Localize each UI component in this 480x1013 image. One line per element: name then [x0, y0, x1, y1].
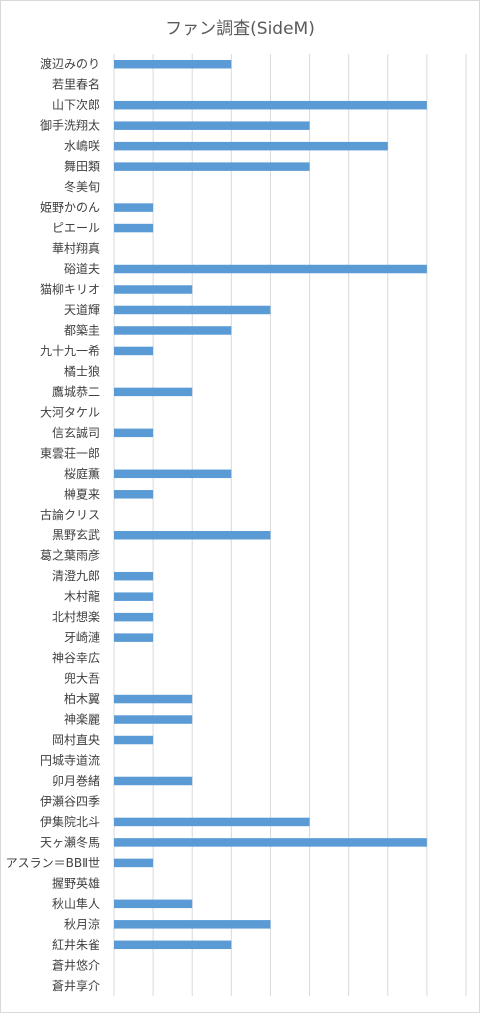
- bar-27: [114, 612, 154, 622]
- gridlines: [113, 54, 467, 996]
- category-label-37: 伊集院北斗: [40, 814, 100, 829]
- bar-0: [114, 59, 232, 69]
- category-label-31: 柏木翼: [64, 691, 100, 706]
- bar-3: [114, 121, 310, 130]
- category-label-1: 若里春名: [52, 77, 100, 92]
- category-label-18: 信玄誠司: [52, 425, 100, 440]
- category-label-40: 握野英雄: [52, 875, 100, 890]
- category-label-0: 渡辺みのり: [40, 56, 100, 71]
- category-label-27: 北村想楽: [52, 609, 100, 624]
- category-label-45: 蒼井享介: [52, 978, 100, 993]
- category-label-6: 冬美旬: [64, 179, 100, 194]
- category-label-9: 華村翔真: [52, 242, 100, 256]
- bar-18: [114, 428, 154, 438]
- bar-25: [114, 571, 154, 581]
- category-label-22: 古論クリス: [40, 507, 100, 522]
- bar-42: [114, 920, 271, 929]
- category-label-5: 舞田類: [64, 160, 100, 174]
- bar-4: [114, 141, 388, 151]
- category-label-3: 御手洗翔太: [40, 118, 100, 133]
- bar-series: [114, 59, 427, 950]
- chart-title: ファン調査(SideM): [165, 19, 315, 39]
- category-label-39: アスラン＝BBⅡ世: [6, 856, 100, 870]
- category-label-38: 天ヶ瀬冬馬: [40, 834, 100, 849]
- category-label-32: 神楽麗: [64, 713, 100, 727]
- bar-35: [114, 776, 193, 786]
- bar-31: [114, 694, 193, 704]
- bar-32: [114, 715, 193, 724]
- category-label-36: 伊瀬谷四季: [40, 794, 100, 808]
- bar-39: [114, 858, 154, 868]
- category-label-14: 九十九一希: [40, 343, 100, 358]
- bar-14: [114, 346, 154, 356]
- bar-2: [114, 100, 427, 110]
- category-label-25: 清澄九郎: [52, 568, 100, 583]
- bar-8: [114, 223, 154, 233]
- category-label-42: 秋月涼: [64, 916, 100, 931]
- category-label-28: 牙崎漣: [64, 631, 100, 645]
- category-label-13: 都築圭: [64, 322, 100, 337]
- category-label-43: 紅井朱雀: [52, 938, 100, 952]
- category-label-8: ピエール: [52, 221, 100, 235]
- category-label-41: 秋山隼人: [52, 896, 100, 911]
- category-label-20: 桜庭薫: [64, 466, 100, 481]
- bar-16: [114, 387, 193, 397]
- bar-37: [114, 817, 310, 827]
- category-label-16: 鷹城恭二: [52, 384, 100, 399]
- category-label-34: 円城寺道流: [40, 754, 100, 768]
- category-label-21: 榊夏来: [64, 487, 100, 501]
- category-label-10: 硲道夫: [64, 262, 100, 276]
- category-label-17: 大河タケル: [40, 405, 100, 419]
- bar-11: [114, 285, 193, 294]
- category-label-35: 卯月巻緒: [52, 773, 100, 788]
- bar-21: [114, 490, 154, 499]
- category-label-29: 神谷幸広: [52, 651, 100, 665]
- bar-10: [114, 264, 427, 274]
- bar-7: [114, 203, 154, 212]
- bar-26: [114, 592, 154, 601]
- category-label-24: 葛之葉雨彦: [40, 548, 100, 563]
- bar-12: [114, 305, 271, 315]
- category-label-11: 猫柳キリオ: [40, 283, 100, 297]
- category-label-12: 天道輝: [64, 303, 100, 317]
- category-label-26: 木村龍: [64, 589, 100, 604]
- category-label-23: 黒野玄武: [52, 527, 100, 542]
- category-label-44: 蒼井悠介: [52, 957, 100, 972]
- bar-23: [114, 530, 271, 540]
- category-label-33: 岡村直央: [52, 733, 100, 747]
- bar-5: [114, 162, 310, 171]
- bar-33: [114, 735, 154, 745]
- category-label-2: 山下次郎: [52, 98, 100, 112]
- category-label-7: 姫野かのん: [40, 201, 100, 215]
- bar-20: [114, 469, 232, 479]
- category-label-4: 水嶋咲: [64, 138, 100, 153]
- bar-43: [114, 940, 232, 950]
- bar-38: [114, 838, 427, 847]
- category-labels: 渡辺みのり若里春名山下次郎御手洗翔太水嶋咲舞田類冬美旬姫野かのんピエール華村翔真…: [6, 56, 100, 993]
- category-label-19: 東雲荘一郎: [40, 446, 100, 460]
- bar-28: [114, 633, 154, 642]
- category-label-30: 兜大吾: [64, 671, 100, 686]
- bar-13: [114, 326, 232, 335]
- bar-41: [114, 899, 193, 909]
- category-label-15: 橘士狼: [64, 363, 100, 378]
